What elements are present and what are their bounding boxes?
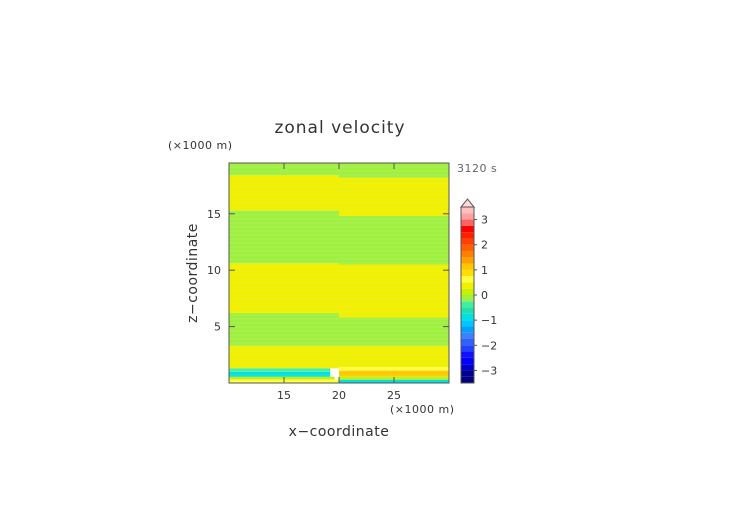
colorbar-segment bbox=[461, 364, 474, 371]
colorbar-segment bbox=[461, 232, 474, 239]
y-tick-label: 15 bbox=[207, 208, 221, 221]
colorbar-segment bbox=[461, 244, 474, 251]
contour-band bbox=[229, 371, 331, 377]
colorbar-tick-label: −2 bbox=[481, 339, 497, 352]
y-axis-unit: (×1000 m) bbox=[168, 139, 233, 152]
colorbar-segment bbox=[461, 313, 474, 321]
contour-band bbox=[339, 163, 449, 178]
colorbar-segment bbox=[461, 307, 474, 314]
colorbar-segment bbox=[461, 345, 474, 352]
contour-band bbox=[339, 317, 449, 346]
colorbar-extend-arrow bbox=[459, 198, 476, 208]
contour-band bbox=[229, 210, 339, 264]
colorbar-labels: 3 2 1 0 −1 −2 −3 bbox=[481, 214, 497, 378]
colorbar bbox=[459, 198, 477, 384]
colorbar-segment bbox=[461, 376, 474, 383]
contour-band bbox=[339, 367, 449, 371]
contour-band bbox=[339, 216, 449, 265]
contour-band bbox=[339, 264, 449, 318]
colorbar-segment bbox=[461, 357, 474, 365]
plot-frame bbox=[228, 162, 450, 384]
colorbar-segment bbox=[461, 238, 474, 245]
plot-field bbox=[229, 163, 449, 383]
colorbar-tick-label: 2 bbox=[481, 239, 488, 252]
colorbar-segment bbox=[461, 332, 474, 339]
colorbar-segment bbox=[461, 320, 474, 327]
colorbar-segment bbox=[461, 351, 474, 358]
contour-band bbox=[339, 177, 449, 217]
contour-band bbox=[339, 370, 449, 377]
colorbar-segment bbox=[461, 282, 474, 289]
chart-title: zonal velocity bbox=[274, 118, 405, 138]
colorbar-segment bbox=[461, 225, 474, 233]
colorbar-segment bbox=[461, 301, 474, 308]
colorbar-segment bbox=[461, 263, 474, 270]
time-label: 3120 s bbox=[457, 162, 497, 175]
contour-band bbox=[229, 376, 335, 380]
x-tick-label: 25 bbox=[387, 389, 401, 402]
contour-band bbox=[229, 263, 339, 314]
contour-band bbox=[229, 345, 339, 369]
colorbar-segment bbox=[461, 219, 474, 226]
colorbar-segment bbox=[461, 213, 474, 220]
colorbar-segment bbox=[461, 269, 474, 277]
colorbar-segment bbox=[461, 251, 474, 258]
colorbar-tick-label: −3 bbox=[481, 364, 497, 377]
plot-ticks bbox=[229, 163, 449, 383]
colorbar-tick-label: −1 bbox=[481, 314, 497, 327]
y-tick-label: 10 bbox=[207, 264, 221, 277]
colorbar-tick-label: 1 bbox=[481, 264, 488, 277]
colorbar-tick-label: 3 bbox=[481, 214, 488, 227]
contour-band bbox=[229, 368, 331, 372]
x-tick-labels: 15 20 25 bbox=[277, 389, 401, 402]
colorbar-segment bbox=[461, 257, 474, 264]
colorbar-segment bbox=[461, 276, 474, 283]
x-tick-label: 20 bbox=[332, 389, 346, 402]
x-axis-label: x−coordinate bbox=[289, 424, 390, 440]
x-tick-label: 15 bbox=[277, 389, 291, 402]
colorbar-segment bbox=[461, 295, 474, 302]
colorbar-segment bbox=[461, 326, 474, 333]
contour-band bbox=[229, 163, 339, 176]
colorbar-segment bbox=[461, 370, 474, 377]
colorbar-segment bbox=[461, 339, 474, 346]
contour-band bbox=[229, 313, 339, 346]
contour-band bbox=[229, 175, 339, 211]
y-tick-labels: 5 10 15 bbox=[207, 208, 221, 334]
contour-band bbox=[339, 345, 449, 368]
x-axis-unit: (×1000 m) bbox=[390, 403, 455, 416]
colorbar-tick-label: 0 bbox=[481, 289, 488, 302]
colorbar-segment bbox=[461, 288, 474, 295]
y-axis-label: z−coordinate bbox=[185, 223, 201, 323]
y-tick-label: 5 bbox=[214, 321, 221, 334]
colorbar-segment bbox=[461, 207, 474, 214]
